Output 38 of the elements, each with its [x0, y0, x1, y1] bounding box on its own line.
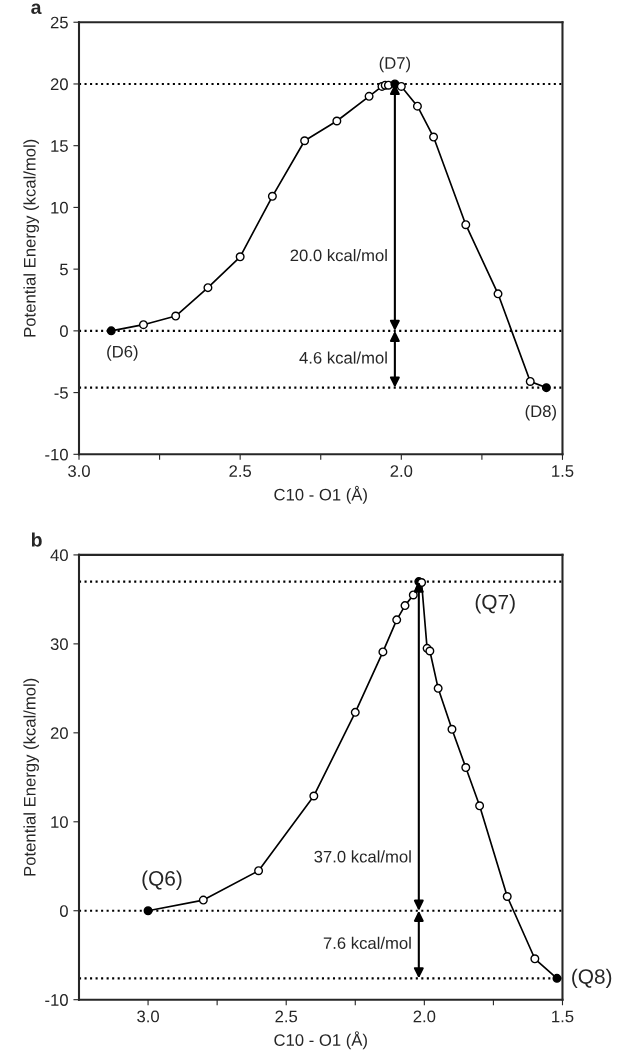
x-tick-label: 1.5 — [552, 1010, 574, 1023]
annotation: (D6) — [107, 345, 138, 361]
y-tick-label: 15 — [51, 140, 68, 152]
y-tick-label: 0 — [59, 905, 68, 917]
annotation: (D7) — [379, 56, 411, 73]
y-tick-label: 25 — [50, 16, 68, 29]
y-tick-label: 0 — [59, 325, 68, 338]
annotation: (D8) — [525, 404, 556, 421]
y-tick-label: -10 — [45, 448, 68, 461]
x-tick-label: 2.5 — [275, 1010, 298, 1023]
y-tick-label: 20 — [50, 727, 68, 740]
annotation: 20.0 kcal/mol — [290, 249, 387, 262]
y-axis-title: Potential Energy (kcal/mol) — [23, 678, 39, 876]
y-tick-label: 10 — [51, 201, 68, 214]
x-tick-label: 3.0 — [137, 1010, 159, 1023]
annotation: 7.6 kcal/mol — [323, 936, 411, 950]
y-tick-label: 10 — [51, 816, 68, 828]
chart-title: a — [31, 3, 42, 15]
y-tick-label: -5 — [54, 387, 68, 399]
annotation: (Q8) — [572, 968, 612, 989]
x-axis-title: C10 - O1 (Å) — [274, 485, 367, 504]
annotation: 4.6 kcal/mol — [299, 351, 387, 364]
chart-title: b — [31, 532, 42, 547]
y-axis-title: Potential Energy (kcal/mol) — [23, 139, 39, 337]
y-tick-label: -10 — [45, 994, 68, 1006]
y-tick-label: 5 — [59, 263, 68, 276]
annotation: (Q6) — [142, 870, 182, 890]
y-tick-label: 40 — [50, 549, 68, 562]
x-tick-label: 2.0 — [390, 465, 413, 477]
x-tick-label: 2.5 — [229, 465, 252, 477]
annotation: (Q7) — [475, 594, 515, 614]
x-tick-label: 2.0 — [413, 1010, 436, 1023]
x-axis-title: C10 - O1 (Å) — [274, 1031, 367, 1050]
y-tick-label: 20 — [50, 78, 68, 91]
x-tick-label: 1.5 — [552, 465, 574, 477]
x-tick-label: 3.0 — [68, 465, 90, 477]
annotation: 37.0 kcal/mol — [314, 850, 411, 863]
y-tick-label: 30 — [50, 638, 68, 651]
